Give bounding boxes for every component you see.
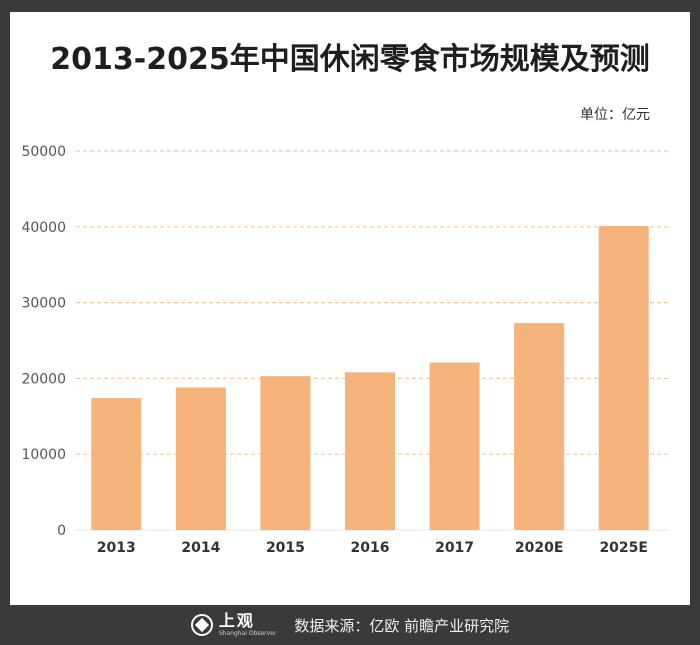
bar-2013: [91, 398, 142, 530]
bar-2017: [429, 362, 480, 530]
logo-icon: [190, 614, 213, 636]
x-tick-label-2015: 2015: [266, 540, 305, 556]
x-tick-label-2013: 2013: [97, 540, 136, 556]
logo-name: 上观: [218, 611, 255, 630]
chart-title: 2013-2025年中国休闲零食市场规模及预测: [50, 42, 650, 77]
x-tick-label-2014: 2014: [181, 540, 220, 556]
y-tick-label-40000: 40000: [21, 220, 66, 236]
bar-chart: 0 10000 20000 30000 40000 50000 2013 2014 2015 20…: [21, 144, 668, 556]
bar-2014: [175, 387, 226, 530]
y-tick-label-20000: 20000: [21, 371, 66, 387]
brand-logo: 上观 Shanghai Observer: [190, 611, 277, 637]
y-tick-label-10000: 10000: [21, 447, 66, 463]
y-tick-label-30000: 30000: [21, 296, 66, 312]
chart-card: 2013-2025年中国休闲零食市场规模及预测 单位：亿元 0 10000 2000…: [10, 12, 690, 605]
x-tick-label-2020E: 2020E: [515, 540, 564, 556]
unit-label: 单位：亿元: [580, 107, 650, 123]
logo-subtitle: Shanghai Observer: [218, 630, 277, 637]
y-tick-label-0: 0: [57, 523, 66, 539]
bar-2016: [345, 372, 395, 530]
data-source: 数据来源：亿欧 前瞻产业研究院: [294, 616, 510, 635]
x-tick-label-2016: 2016: [351, 540, 390, 556]
x-tick-label-2017: 2017: [435, 540, 474, 556]
bar-2020E: [514, 323, 565, 530]
bar-2025E: [598, 226, 649, 531]
footer: 上观 Shanghai Observer 数据来源：亿欧 前瞻产业研究院: [0, 605, 700, 645]
x-tick-label-2025E: 2025E: [599, 540, 648, 556]
bar-2015: [260, 376, 311, 530]
y-tick-label-50000: 50000: [21, 144, 66, 160]
